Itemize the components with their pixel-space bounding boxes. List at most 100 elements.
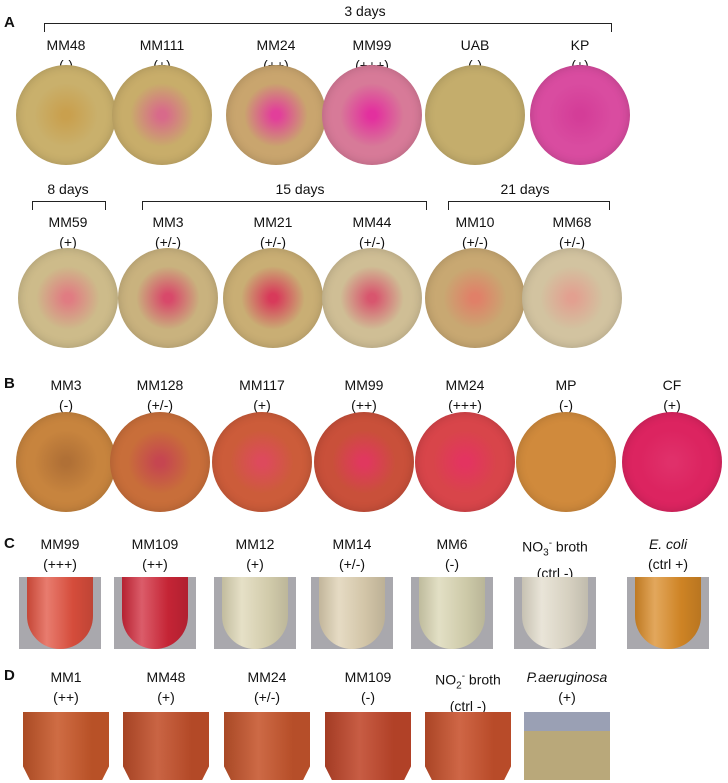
d-mm24-result: (+/-) bbox=[253, 689, 281, 705]
d-mm48-tube bbox=[123, 712, 209, 780]
b-mp-label: MP (-) bbox=[521, 375, 611, 415]
b-mm3-label: MM3 (-) bbox=[21, 375, 111, 415]
d-p-aeruginosa-tube bbox=[524, 712, 610, 780]
a2-mm59-label: MM59 (+) bbox=[23, 212, 113, 252]
d-mm1-label: MM1 (++) bbox=[21, 667, 111, 707]
c-mm14-label: MM14 (+/-) bbox=[307, 534, 397, 574]
d-no-tube bbox=[425, 712, 511, 780]
a1-uab-plate bbox=[425, 65, 525, 165]
a1-mm99-plate bbox=[322, 65, 422, 165]
a2-mm3-label: MM3 (+/-) bbox=[123, 212, 213, 252]
c-e-coli-tube-liquid bbox=[635, 577, 701, 649]
c-mm6-label: MM6 (-) bbox=[407, 534, 497, 574]
c-e-coli-label: E. coli (ctrl +) bbox=[623, 534, 713, 574]
c-mm14-name: MM14 bbox=[332, 536, 372, 552]
d-mm24-label: MM24 (+/-) bbox=[222, 667, 312, 707]
a2-mm21-label: MM21 (+/-) bbox=[228, 212, 318, 252]
c-e-coli-tube bbox=[627, 577, 709, 649]
a1-mm24-name: MM24 bbox=[256, 37, 296, 53]
panel-c-letter: C bbox=[4, 535, 15, 552]
bracket-3-days bbox=[44, 23, 612, 32]
a1-mm48-plate bbox=[16, 65, 116, 165]
d-mm109-name: MM109 bbox=[344, 669, 392, 685]
d-mm1-tube bbox=[23, 712, 109, 780]
a2-mm3-name: MM3 bbox=[152, 214, 184, 230]
panel-d-letter: D bbox=[4, 667, 15, 684]
b-mm128-label: MM128 (+/-) bbox=[115, 375, 205, 415]
a2-mm44-name: MM44 bbox=[352, 214, 392, 230]
c-mm6-tube bbox=[411, 577, 493, 649]
c-e-coli-name: E. coli bbox=[648, 536, 688, 552]
d-mm24-tube bbox=[224, 712, 310, 780]
a2-mm44-plate bbox=[322, 248, 422, 348]
c-mm14-tube bbox=[311, 577, 393, 649]
a2-mm44-result: (+/-) bbox=[358, 234, 386, 250]
d-p-aeruginosa-label: P.aeruginosa (+) bbox=[522, 667, 612, 707]
d-p-aeruginosa-result: (+) bbox=[558, 689, 576, 705]
c-mm99-result: (+++) bbox=[43, 556, 77, 572]
c-mm6-result: (-) bbox=[445, 556, 459, 572]
group-title-15-days: 15 days bbox=[275, 181, 325, 197]
bracket-21-days bbox=[448, 201, 610, 210]
c-no-tube-liquid bbox=[522, 577, 588, 649]
bracket-15-days bbox=[142, 201, 427, 210]
a1-mm111-name: MM111 bbox=[139, 37, 185, 53]
a2-mm68-label: MM68 (+/-) bbox=[527, 212, 617, 252]
b-mm117-result: (+) bbox=[253, 397, 271, 413]
a1-mm111-plate bbox=[112, 65, 212, 165]
d-mm109-label: MM109 (-) bbox=[323, 667, 413, 707]
c-mm12-tube bbox=[214, 577, 296, 649]
b-mm117-plate bbox=[212, 412, 312, 512]
a2-mm10-name: MM10 bbox=[455, 214, 495, 230]
a1-kp-plate bbox=[530, 65, 630, 165]
d-mm109-tube bbox=[325, 712, 411, 780]
d-no-name: NO2- broth bbox=[435, 671, 501, 692]
a1-uab-name: UAB bbox=[460, 37, 490, 53]
a1-mm24-plate bbox=[226, 65, 326, 165]
b-mm99-result: (++) bbox=[351, 397, 377, 413]
c-mm109-result: (++) bbox=[142, 556, 168, 572]
d-mm24-name: MM24 bbox=[247, 669, 287, 685]
a2-mm44-label: MM44 (+/-) bbox=[327, 212, 417, 252]
b-mm117-name: MM117 bbox=[239, 377, 285, 393]
c-mm12-result: (+) bbox=[246, 556, 264, 572]
b-mm24-result: (+++) bbox=[448, 397, 482, 413]
d-mm1-name: MM1 bbox=[50, 669, 82, 685]
a1-kp-name: KP bbox=[570, 37, 590, 53]
a2-mm68-plate bbox=[522, 248, 622, 348]
b-mm24-label: MM24 (+++) bbox=[420, 375, 510, 415]
d-p-aeruginosa-name: P.aeruginosa bbox=[526, 669, 608, 685]
b-mp-plate bbox=[516, 412, 616, 512]
b-cf-label: CF (+) bbox=[627, 375, 717, 415]
b-cf-result: (+) bbox=[663, 397, 681, 413]
a2-mm68-result: (+/-) bbox=[558, 234, 586, 250]
b-mm117-label: MM117 (+) bbox=[217, 375, 307, 415]
c-mm12-name: MM12 bbox=[235, 536, 275, 552]
c-mm109-label: MM109 (++) bbox=[110, 534, 200, 574]
b-mm24-plate bbox=[415, 412, 515, 512]
c-mm14-tube-liquid bbox=[319, 577, 385, 649]
b-mm128-name: MM128 bbox=[136, 377, 184, 393]
a2-mm59-name: MM59 bbox=[48, 214, 88, 230]
a2-mm10-result: (+/-) bbox=[461, 234, 489, 250]
a2-mm68-name: MM68 bbox=[552, 214, 592, 230]
a1-mm48-name: MM48 bbox=[46, 37, 86, 53]
b-cf-plate bbox=[622, 412, 722, 512]
panel-a-letter: A bbox=[4, 14, 15, 31]
b-mm99-label: MM99 (++) bbox=[319, 375, 409, 415]
group-title-8-days: 8 days bbox=[47, 181, 89, 197]
b-mm128-result: (+/-) bbox=[146, 397, 174, 413]
c-mm109-tube-liquid bbox=[122, 577, 188, 649]
a2-mm59-plate bbox=[18, 248, 118, 348]
d-mm48-name: MM48 bbox=[146, 669, 186, 685]
c-mm99-label: MM99 (+++) bbox=[15, 534, 105, 574]
b-mp-name: MP bbox=[555, 377, 577, 393]
c-mm99-tube bbox=[19, 577, 101, 649]
d-no-result: (ctrl -) bbox=[449, 698, 487, 715]
a2-mm10-label: MM10 (+/-) bbox=[430, 212, 520, 252]
b-mm3-plate bbox=[16, 412, 116, 512]
d-no-label: NO2- broth (ctrl -) bbox=[423, 667, 513, 716]
b-mm99-name: MM99 bbox=[344, 377, 384, 393]
b-cf-name: CF bbox=[662, 377, 682, 393]
a2-mm21-plate bbox=[223, 248, 323, 348]
